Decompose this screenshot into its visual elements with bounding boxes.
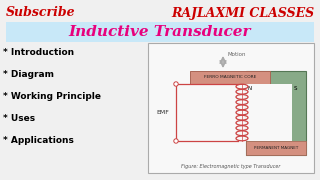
Bar xyxy=(6,22,314,42)
Bar xyxy=(190,71,270,84)
Circle shape xyxy=(174,82,178,86)
Text: * Introduction: * Introduction xyxy=(3,48,74,57)
Text: * Applications: * Applications xyxy=(3,136,74,145)
Bar xyxy=(148,43,314,173)
Bar xyxy=(246,141,306,155)
Text: Inductive Transducer: Inductive Transducer xyxy=(69,25,251,39)
Bar xyxy=(246,71,306,155)
Text: Subscribe: Subscribe xyxy=(6,6,76,19)
Text: S: S xyxy=(294,86,298,91)
Text: RAJLAXMI CLASSES: RAJLAXMI CLASSES xyxy=(171,6,314,19)
Text: * Diagram: * Diagram xyxy=(3,70,54,79)
Bar xyxy=(246,84,292,141)
Text: * Working Principle: * Working Principle xyxy=(3,92,101,101)
Text: Figure: Electromagnetic type Transducer: Figure: Electromagnetic type Transducer xyxy=(181,164,281,169)
Text: PERMANENT MAGNET: PERMANENT MAGNET xyxy=(254,146,298,150)
Text: N: N xyxy=(248,86,252,91)
Text: Motion: Motion xyxy=(227,52,245,57)
Text: FERRO MAGNETIC CORE: FERRO MAGNETIC CORE xyxy=(204,75,256,80)
Text: * Uses: * Uses xyxy=(3,114,35,123)
Text: EMF: EMF xyxy=(156,110,169,115)
Circle shape xyxy=(174,139,178,143)
